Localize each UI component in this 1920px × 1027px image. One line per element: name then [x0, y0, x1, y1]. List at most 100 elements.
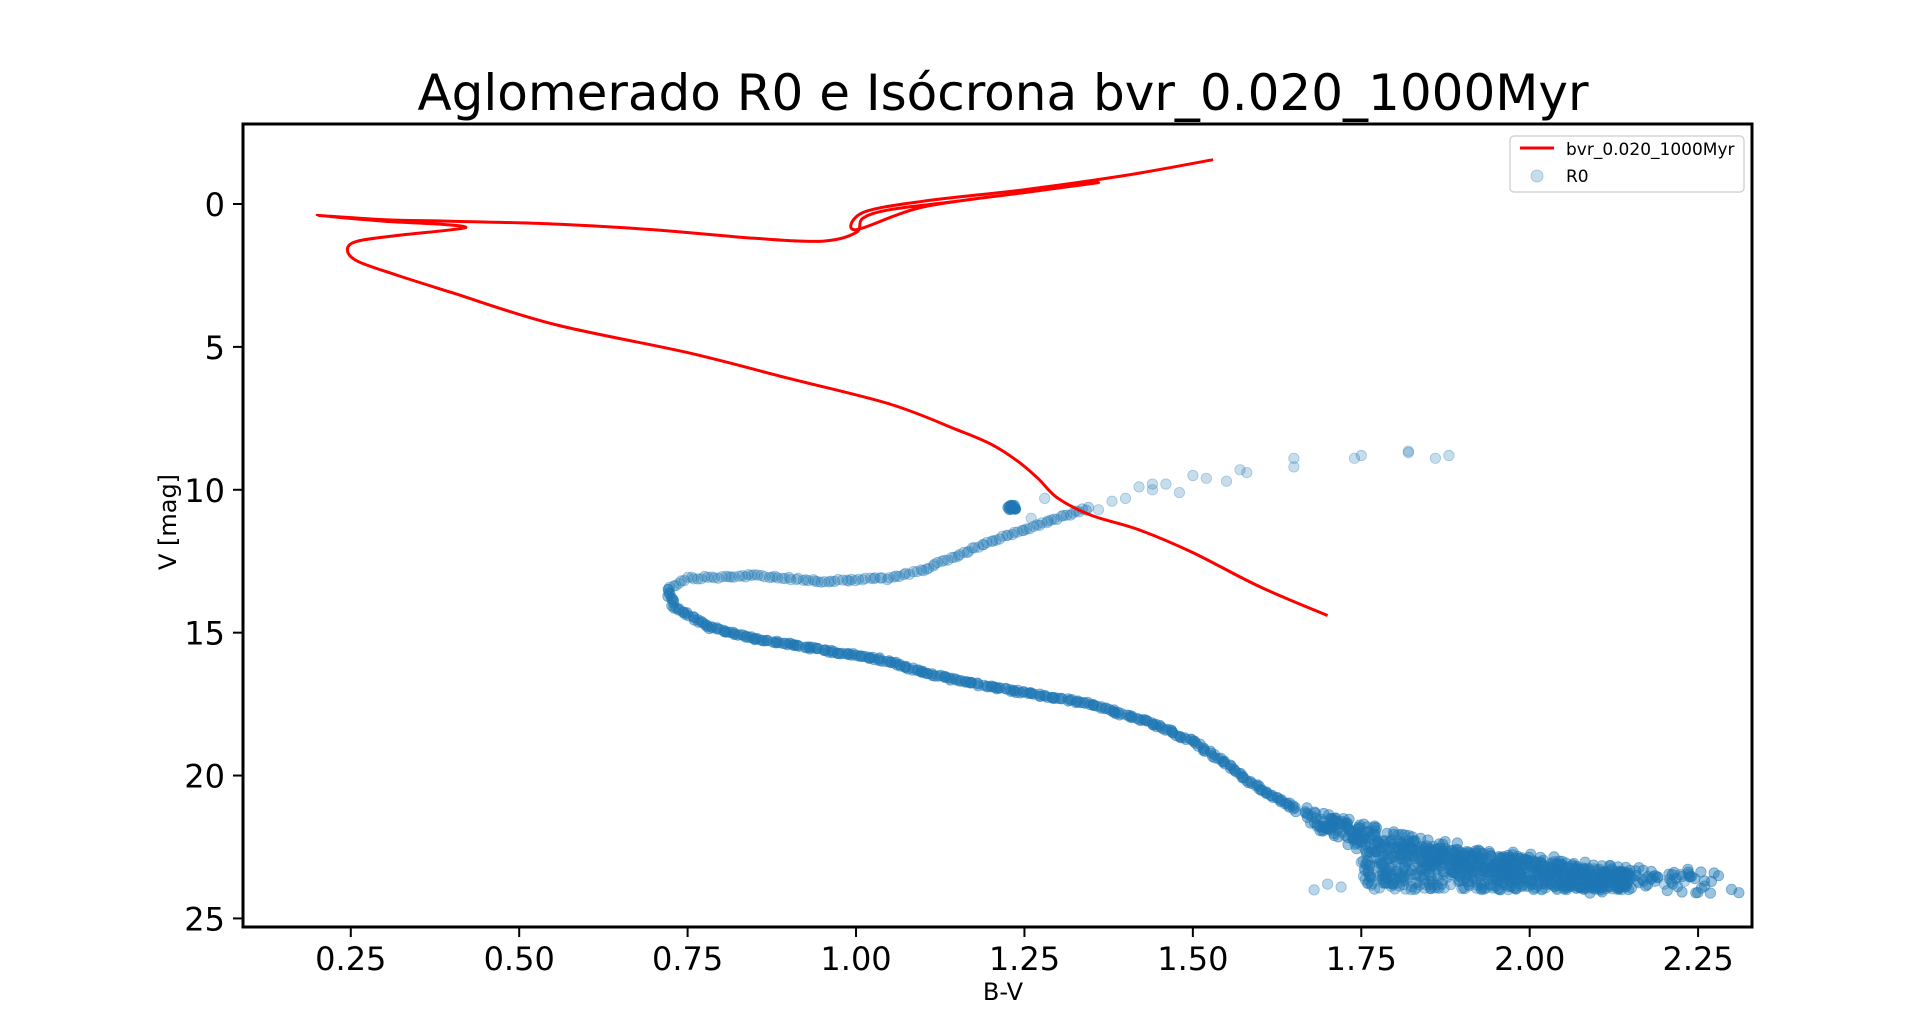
cluster-point: [1372, 835, 1385, 847]
cluster-point: [1604, 880, 1616, 892]
cluster-point: [1587, 859, 1600, 871]
cluster-point: [1476, 880, 1488, 892]
cluster-point: [1485, 878, 1497, 890]
cluster-point: [692, 573, 704, 585]
cluster-point: [1417, 861, 1429, 874]
cluster-point: [1613, 883, 1625, 895]
cluster-point: [1569, 863, 1581, 875]
cluster-point: [1531, 870, 1543, 882]
cluster-point: [1065, 509, 1077, 521]
cluster-point: [1028, 520, 1040, 533]
cluster-point: [1355, 449, 1367, 462]
cluster-point: [1160, 478, 1172, 490]
cluster-point: [1576, 865, 1589, 877]
cluster-point: [1581, 877, 1593, 889]
cluster-point: [841, 574, 853, 586]
cluster-point: [1672, 881, 1684, 893]
cluster-point: [1595, 881, 1608, 893]
cluster-point: [1612, 871, 1624, 883]
cluster-point: [911, 565, 923, 578]
cluster-point: [1606, 866, 1619, 878]
cluster-point: [1498, 869, 1510, 881]
legend-label-cluster: R0: [1566, 167, 1589, 187]
cluster-point: [1458, 860, 1470, 872]
cluster-point: [1589, 883, 1601, 895]
cluster-point: [963, 545, 975, 557]
cluster-point: [1426, 872, 1438, 885]
cluster-point: [1509, 882, 1522, 894]
cluster-point: [742, 569, 754, 581]
cluster-point: [1498, 862, 1510, 874]
cluster-point: [1618, 880, 1630, 892]
cluster-point: [1419, 882, 1431, 894]
cluster-point: [1405, 865, 1417, 877]
cluster-point: [1401, 865, 1413, 877]
cluster-point: [1695, 882, 1708, 894]
cluster-point: [1601, 872, 1614, 884]
axes: 0.25 0.50 0.75 1.00 1.25 1.50 1.75 2.00 2.25 0 5 10…: [184, 122, 1754, 978]
cluster-point: [1359, 838, 1371, 850]
cluster-point: [1550, 876, 1562, 888]
cluster-point: [1525, 875, 1538, 887]
cluster-point: [1487, 874, 1499, 886]
cluster-point: [823, 576, 835, 588]
cluster-point: [1500, 865, 1513, 878]
cluster-point: [828, 575, 841, 588]
cluster-point: [1553, 860, 1565, 872]
cluster-point: [1467, 872, 1480, 884]
cluster-point: [1607, 870, 1620, 882]
cluster-point: [1619, 869, 1631, 881]
cluster-point: [1497, 850, 1510, 863]
cluster-point: [1360, 858, 1372, 870]
cluster-point: [1613, 880, 1625, 892]
cluster-point: [1402, 445, 1415, 457]
cluster-point: [1431, 859, 1443, 871]
cluster-point: [1556, 859, 1568, 871]
cluster-point: [1380, 868, 1392, 880]
cluster-point: [845, 573, 858, 586]
cluster-point: [1617, 866, 1629, 878]
cluster-point: [1361, 847, 1373, 859]
cluster-point: [1365, 879, 1378, 891]
cluster-point: [1445, 859, 1458, 871]
cluster-point: [1615, 875, 1627, 888]
cluster-point: [1502, 883, 1515, 896]
cluster-point: [1498, 851, 1510, 863]
cluster-point: [832, 573, 844, 586]
cluster-point: [981, 536, 993, 549]
cluster-point: [1470, 882, 1483, 894]
cluster-point: [1380, 871, 1392, 884]
cluster-point: [1436, 846, 1448, 859]
cluster-point: [1498, 878, 1510, 891]
cluster-point: [1463, 878, 1475, 891]
cluster-point: [1507, 873, 1519, 885]
cluster-point: [1610, 881, 1623, 893]
cluster-point: [1381, 863, 1393, 876]
cluster-point: [1492, 868, 1505, 880]
cluster-point: [1666, 876, 1678, 888]
cluster-point: [1455, 869, 1467, 881]
cluster-point: [1447, 858, 1459, 871]
cluster-point: [1538, 873, 1550, 885]
cluster-point: [1617, 866, 1630, 878]
cluster-point: [1454, 846, 1466, 859]
cluster-point: [1582, 872, 1594, 884]
cluster-point: [1577, 883, 1590, 895]
cluster-point: [790, 573, 803, 586]
cluster-point: [1619, 879, 1631, 892]
cluster-point: [763, 571, 776, 584]
cluster-point: [1001, 530, 1013, 542]
cluster-point: [1466, 865, 1478, 877]
cluster-point: [1447, 854, 1459, 866]
cluster-point: [1551, 882, 1563, 894]
cluster-point: [1595, 877, 1607, 889]
cluster-point: [1551, 866, 1563, 879]
cluster-point: [1500, 860, 1512, 872]
cluster-point: [1546, 861, 1558, 873]
cluster-point: [1586, 873, 1598, 885]
cluster-point: [1380, 855, 1392, 868]
cluster-point: [1587, 882, 1599, 894]
cluster-point: [1383, 842, 1395, 854]
cluster-point: [1375, 841, 1387, 853]
